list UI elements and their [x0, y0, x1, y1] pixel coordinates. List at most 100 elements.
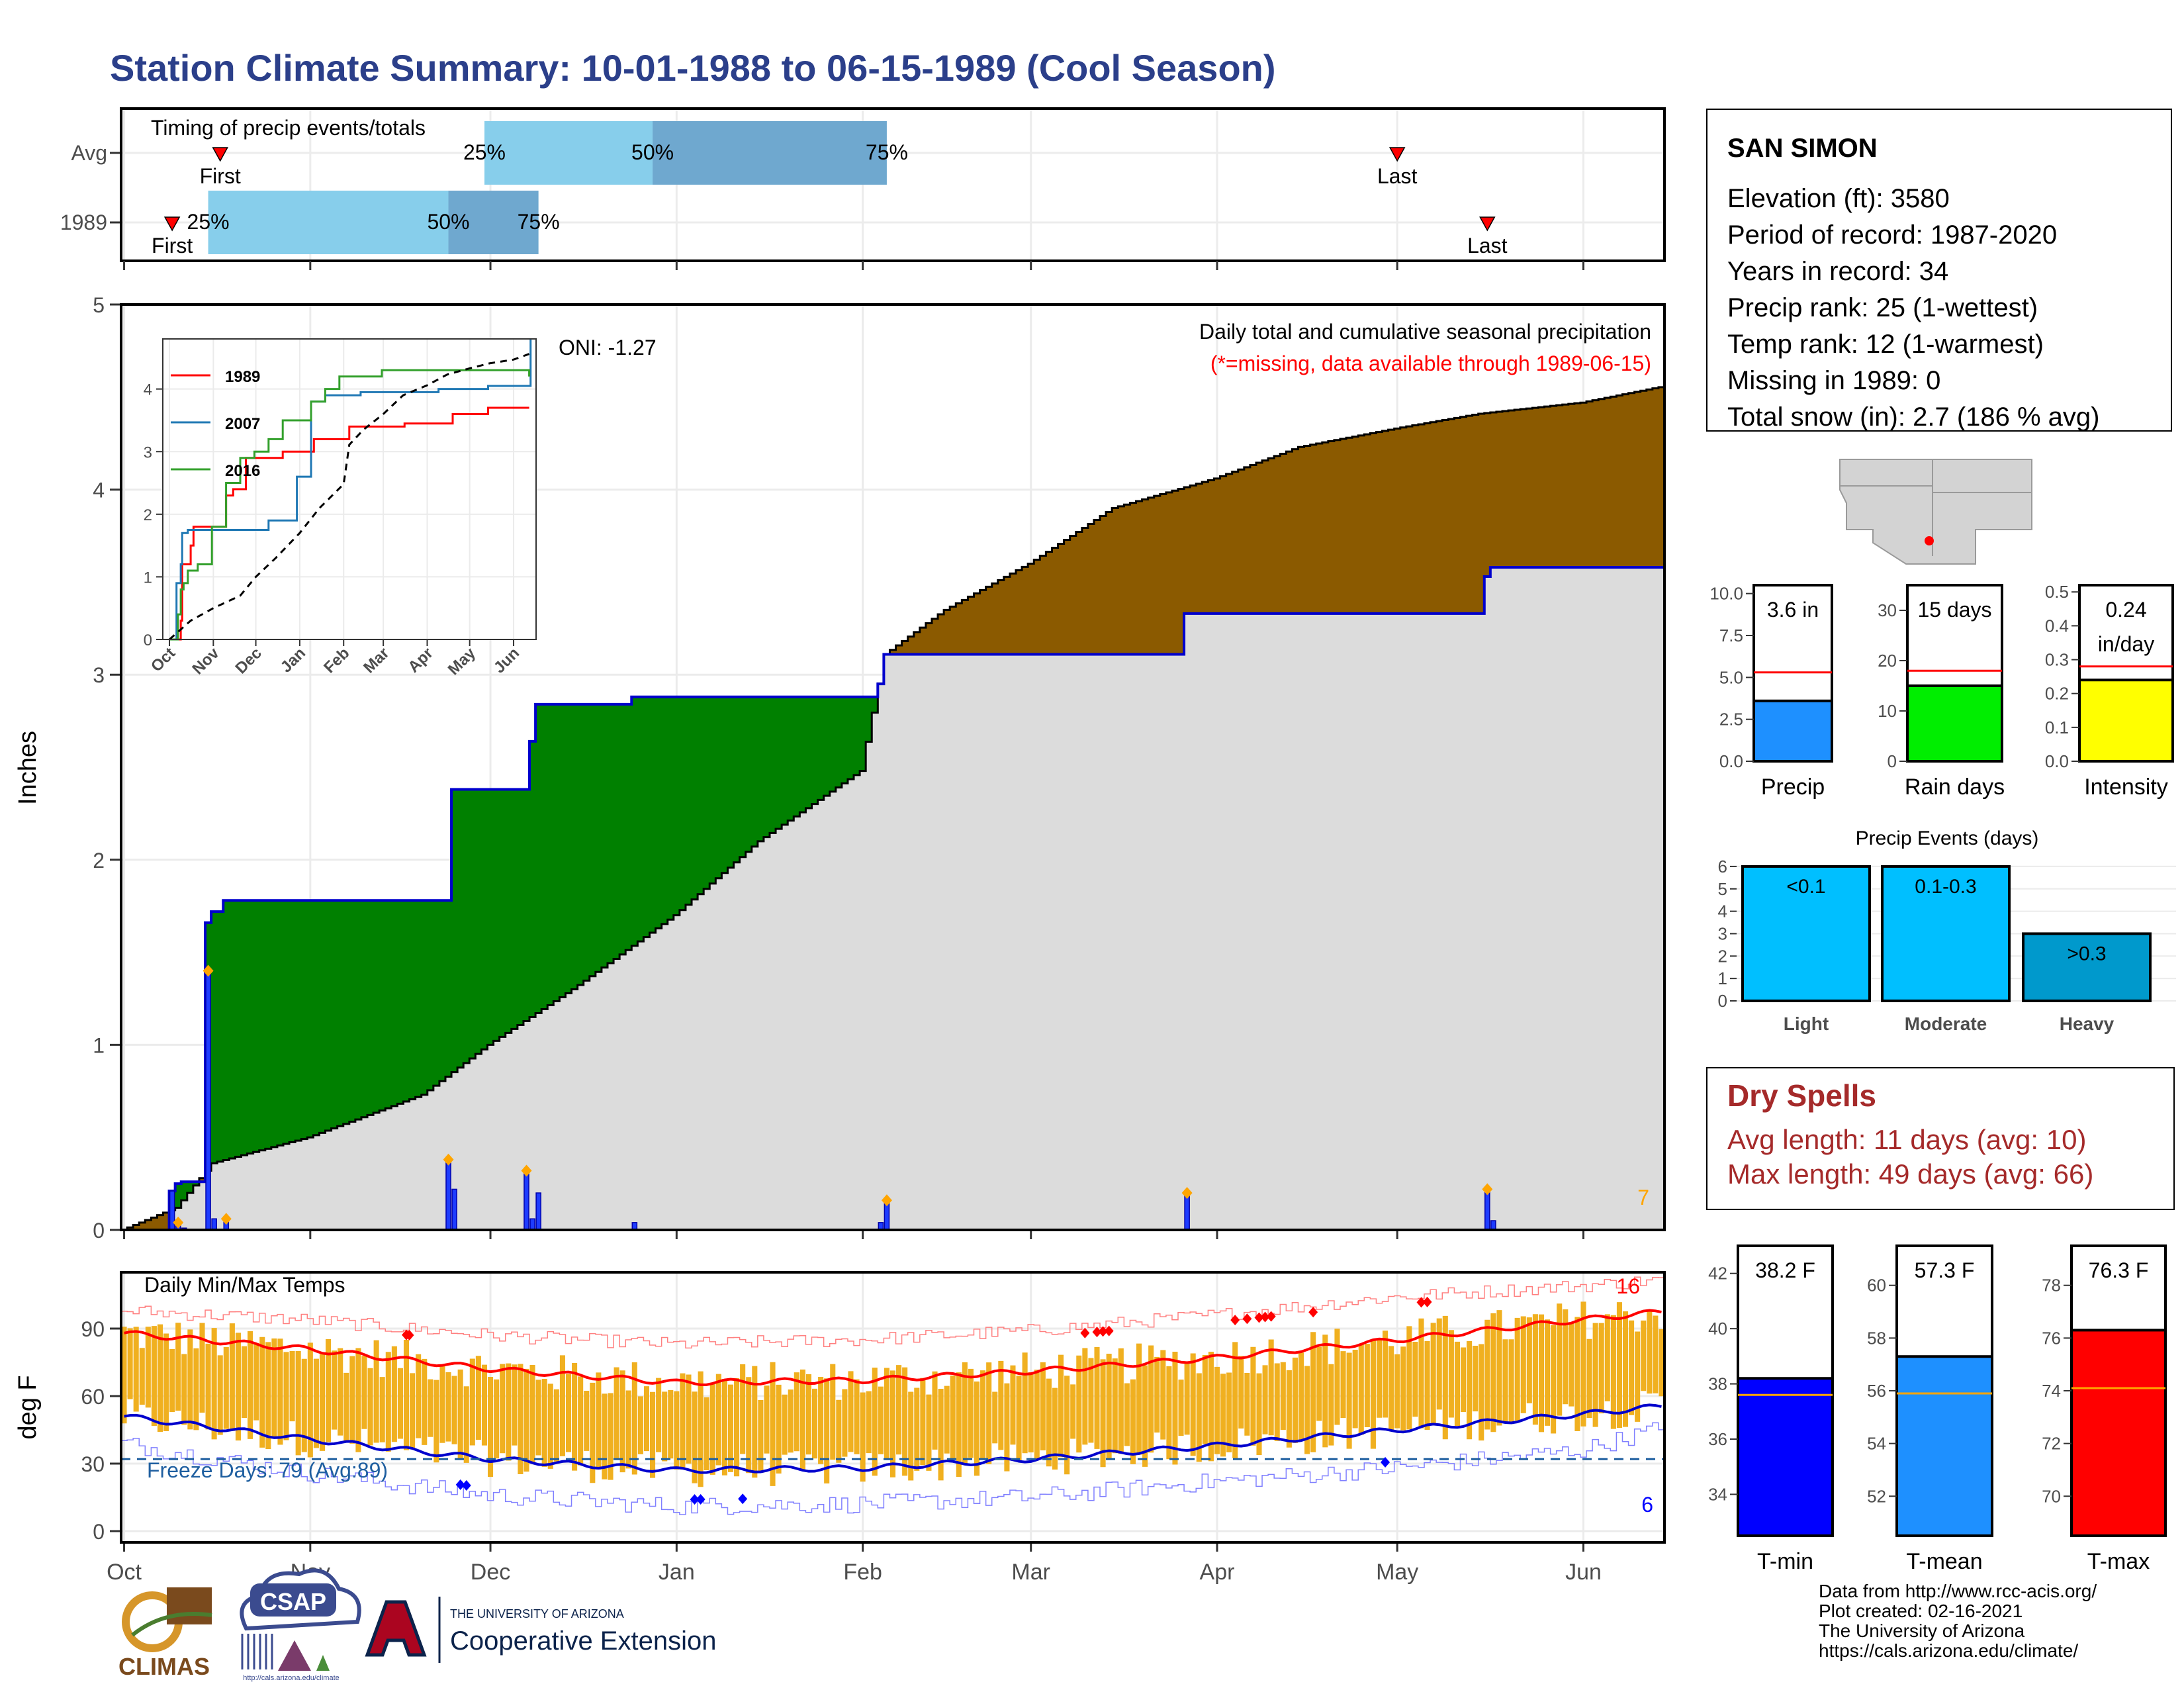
- events-category-label: Light: [1784, 1013, 1829, 1034]
- temps-ytick-label: 90: [81, 1317, 105, 1341]
- precip-panel: 0 1 2 3 4 5 Inches Daily total and cumulative s…: [14, 293, 1666, 1243]
- precip-snow-marker: [220, 1213, 232, 1225]
- gauge-tick-label: 2.5: [1719, 710, 1743, 729]
- temp-gauges: 38.2 F 34 36 38 40 42 T-min 57.3 F 52 54 56 58 60 T-m…: [1708, 1244, 2167, 1574]
- temps-avg-min-line: [124, 1403, 1662, 1474]
- temps-avg-max-line: [124, 1309, 1662, 1387]
- events-ytick-label: 6: [1718, 857, 1727, 876]
- gauge-tick-label: 54: [1867, 1434, 1886, 1454]
- timing-panel: First Last 25% 50% 75% Avg First Last 25% 50% 75% 1…: [60, 107, 1666, 270]
- gauge-value-bar: [1895, 1355, 1993, 1537]
- gauge-value-label: in/day: [2098, 632, 2154, 656]
- precip-ytick-label: 0: [93, 1219, 105, 1243]
- temps-record-high-count: 16: [1616, 1274, 1640, 1298]
- precip-wetter-area: [169, 696, 878, 1211]
- events-bar: [1881, 865, 2011, 1003]
- precip-gauges: 3.6 in 0.0 2.5 5.0 7.5 10.0 Precip 15 days 0 10 20…: [1709, 582, 2174, 800]
- gauge-value-label: 38.2 F: [1755, 1258, 1815, 1282]
- precip-daily-bar: [169, 1190, 175, 1231]
- gauge-tick-label: 56: [1867, 1381, 1886, 1401]
- gauge-value-label: 15 days: [1917, 598, 1991, 622]
- events-ytick-label: 1: [1718, 968, 1727, 988]
- temps-record-low-count: 6: [1641, 1493, 1653, 1517]
- events-bar-label: 0.1-0.3: [1915, 876, 1976, 898]
- gauge-tick-label: 72: [2042, 1434, 2061, 1454]
- credit-university: The University of Arizona: [1819, 1620, 2025, 1641]
- gauge-tick-label: 0.1: [2045, 718, 2069, 737]
- precip-daily-bar: [1490, 1220, 1496, 1231]
- timing-first-label: First: [152, 234, 193, 258]
- precip-snow-marker: [1181, 1187, 1193, 1199]
- gauge-tick-label: 7.5: [1719, 626, 1743, 645]
- station-info-box: SAN SIMON Elevation (ft): 3580 Period of…: [1706, 109, 2172, 432]
- precip-oni: ONI: -1.27: [559, 336, 657, 359]
- temps-record-high-marker: [404, 1330, 414, 1341]
- timing-p25-label: 25%: [187, 210, 230, 234]
- station-temp-rank: Temp rank: 12 (1-warmest): [1727, 330, 2044, 359]
- temps-record-high-marker: [1230, 1315, 1240, 1326]
- temps-xtick-label: Jan: [659, 1560, 695, 1585]
- station-missing: Missing in 1989: 0: [1727, 366, 1941, 395]
- temps-record-low-marker: [455, 1479, 465, 1490]
- temps-daily-bars: [121, 1301, 1664, 1487]
- inset-series-2016: [169, 369, 531, 641]
- timing-last-label: Last: [1377, 164, 1418, 188]
- gauge-value-bar: [1737, 1377, 1834, 1537]
- temps-xtick-label: Jun: [1565, 1560, 1602, 1585]
- gauge-tick-label: 0.0: [1719, 751, 1743, 771]
- timing-title: Timing of precip events/totals: [151, 116, 426, 140]
- temps-ytick-label: 60: [81, 1385, 105, 1409]
- temps-record-high-marker: [1308, 1307, 1318, 1318]
- temps-record-high-marker: [1266, 1311, 1276, 1322]
- precip-ytick-label: 3: [93, 663, 105, 687]
- timing-p75-label: 75%: [866, 140, 908, 164]
- precip-ylabel: Inches: [14, 731, 42, 805]
- precip-ytick-label: 4: [93, 479, 105, 502]
- csap-logo-mountain: [278, 1640, 311, 1671]
- temps-record-high-marker: [1242, 1313, 1252, 1325]
- inset-series-average: [169, 353, 530, 641]
- page-title: Station Climate Summary: 10-01-1988 to 0…: [110, 47, 1276, 89]
- temps-record-low-marker: [690, 1494, 700, 1505]
- gauge-tick-label: 42: [1708, 1264, 1727, 1284]
- map-station-dot: [1925, 536, 1934, 545]
- gauge-tick-label: 76: [2042, 1328, 2061, 1348]
- timing-row-label: 1989: [60, 211, 107, 234]
- events-bar: [1741, 865, 1871, 1003]
- gauge-value-label: 76.3 F: [2089, 1258, 2149, 1282]
- timing-p25-label: 25%: [463, 140, 506, 164]
- precip-subtitle: (*=missing, data available through 1989-…: [1210, 352, 1651, 375]
- dry-spells-title: Dry Spells: [1727, 1078, 1876, 1113]
- temps-ytick-label: 0: [93, 1520, 105, 1544]
- timing-last-marker: [1388, 147, 1406, 162]
- precip-snow-marker: [443, 1153, 454, 1166]
- timing-bar-25-50: [208, 191, 449, 254]
- gauge-tick-label: 0: [1888, 751, 1897, 771]
- events-bar-label: <0.1: [1786, 876, 1825, 898]
- temps-record-low-marker: [696, 1493, 705, 1505]
- gauge-value-bar: [1906, 684, 2003, 763]
- precip-daily-bar: [529, 1218, 535, 1231]
- gauge-tick-label: 10: [1878, 701, 1897, 721]
- gauge-tick-label: 60: [1867, 1276, 1886, 1295]
- timing-p50-label: 50%: [428, 210, 470, 234]
- events-ytick-label: 2: [1718, 946, 1727, 966]
- timing-bar-50-75: [653, 121, 887, 185]
- events-bar: [2022, 932, 2152, 1003]
- events-category-label: Heavy: [2060, 1013, 2115, 1034]
- gauge-value-bar: [2078, 679, 2174, 763]
- events-ytick-label: 3: [1718, 923, 1727, 943]
- gauge-tick-label: 0.2: [2045, 684, 2069, 704]
- temps-record-high-marker: [1092, 1327, 1102, 1338]
- temps-ytick-label: 30: [81, 1452, 105, 1476]
- gauge-tick-label: 0.5: [2045, 582, 2069, 602]
- temps-record-max-line: [121, 1276, 1664, 1349]
- events-ytick-label: 5: [1718, 879, 1727, 899]
- climas-logo-text: CLIMAS: [118, 1653, 210, 1680]
- gauge-value-label: 0.24: [2105, 598, 2146, 622]
- gauge-tick-label: 20: [1878, 651, 1897, 671]
- gauge-tick-label: 0.4: [2045, 616, 2069, 635]
- gauge-tick-label: 30: [1878, 600, 1897, 620]
- precip-snow-marker: [521, 1164, 532, 1177]
